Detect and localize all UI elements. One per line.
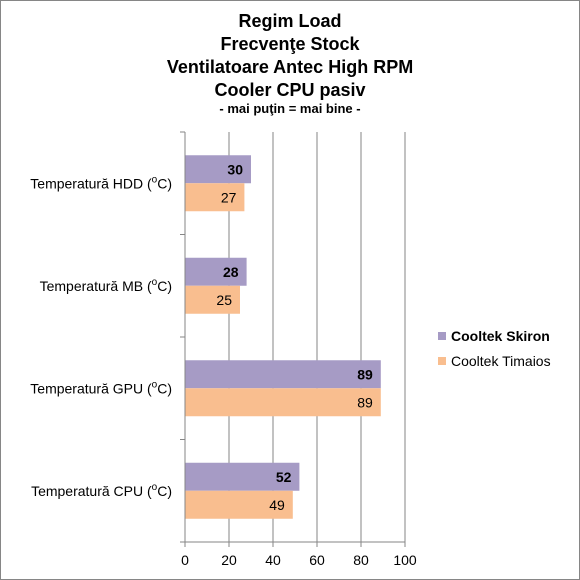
data-label-skiron-2: 89 — [357, 366, 373, 382]
legend-label-timaios: Cooltek Timaios — [451, 353, 551, 369]
legend-swatch-timaios — [438, 357, 446, 365]
data-label-timaios-0: 27 — [221, 189, 237, 205]
subtitle: - mai puţin = mai bine - — [219, 101, 360, 116]
legend: Cooltek Skiron Cooltek Timaios — [438, 328, 551, 369]
chart-titles: Regim Load Frecvenţe Stock Ventilatoare … — [167, 11, 413, 116]
bar-skiron-0 — [185, 155, 251, 184]
title-line-2: Frecvenţe Stock — [220, 34, 360, 54]
data-label-timaios-2: 89 — [357, 394, 373, 410]
bar-timaios-0 — [185, 183, 245, 212]
legend-label-skiron: Cooltek Skiron — [451, 328, 550, 344]
category-label-0: Temperatură HDD (oC) — [30, 174, 172, 191]
bar-skiron-3 — [185, 462, 300, 491]
x-tick-label-0: 0 — [181, 552, 189, 568]
data-label-skiron-0: 30 — [227, 161, 243, 177]
bar-skiron-1 — [185, 257, 247, 286]
x-tick-label-60: 60 — [309, 552, 325, 568]
x-tick-label-20: 20 — [221, 552, 237, 568]
bar-timaios-1 — [185, 285, 240, 314]
bar-timaios-3 — [185, 490, 293, 519]
data-labels: 30 27 28 25 89 89 52 49 — [216, 161, 373, 513]
x-tick-labels: 0 20 40 60 80 100 — [181, 552, 417, 568]
bar-skiron-2 — [185, 360, 381, 389]
axes — [180, 131, 406, 547]
title-line-4: Cooler CPU pasiv — [214, 80, 365, 100]
title-line-1: Regim Load — [238, 11, 341, 31]
bar-timaios-2 — [185, 388, 381, 417]
x-tick-label-80: 80 — [353, 552, 369, 568]
data-label-timaios-1: 25 — [216, 292, 232, 308]
data-label-timaios-3: 49 — [269, 497, 285, 513]
bars — [185, 155, 381, 519]
legend-swatch-skiron — [438, 332, 446, 340]
x-tick-label-40: 40 — [265, 552, 281, 568]
category-label-1: Temperatură MB (oC) — [40, 277, 172, 294]
data-label-skiron-1: 28 — [223, 264, 239, 280]
data-label-skiron-3: 52 — [276, 469, 292, 485]
category-labels: Temperatură HDD (oC) Temperatură MB (oC) T… — [30, 174, 172, 499]
x-tick-label-100: 100 — [393, 552, 417, 568]
category-label-3: Temperatură CPU (oC) — [31, 482, 172, 499]
title-line-3: Ventilatoare Antec High RPM — [167, 57, 413, 77]
category-label-2: Temperatură GPU (oC) — [30, 379, 172, 396]
